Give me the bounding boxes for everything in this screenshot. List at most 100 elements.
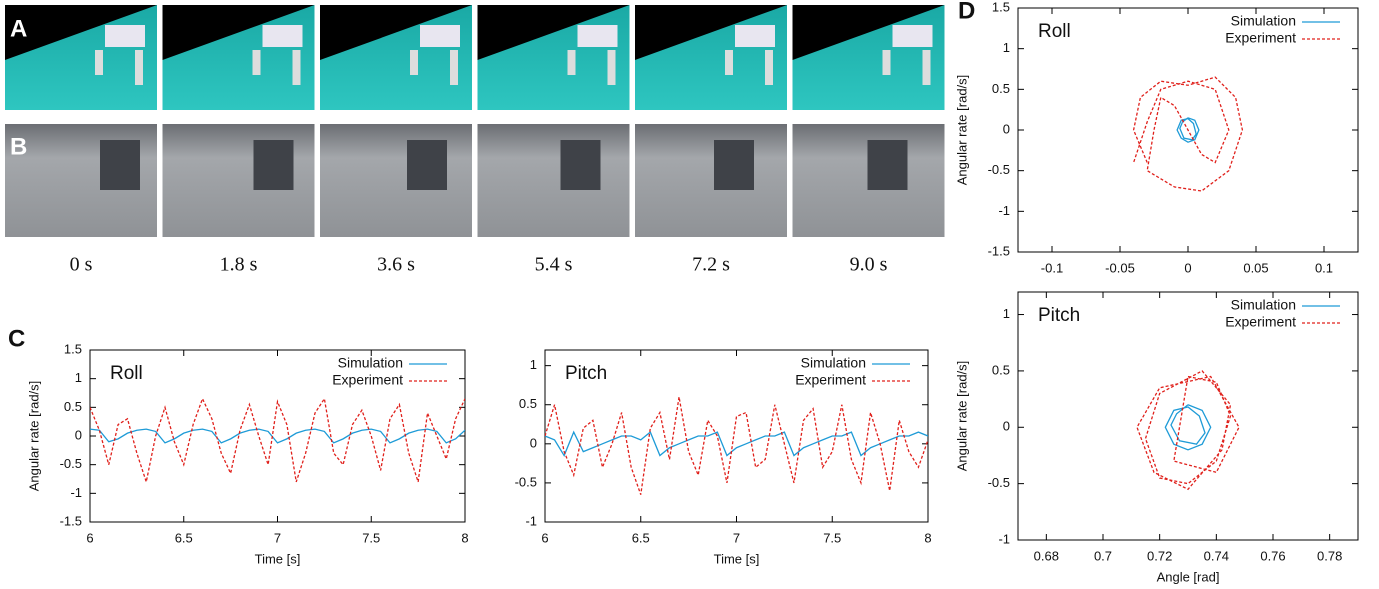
- robot-photo: [407, 140, 447, 190]
- x-tick-label: 6: [86, 530, 93, 545]
- robot-leg: [607, 50, 616, 85]
- robot-body: [105, 25, 145, 47]
- x-tick-label: 0.05: [1243, 260, 1268, 275]
- robot-body: [577, 25, 618, 47]
- robot-photo: [560, 140, 601, 190]
- x-tick-label: 0.76: [1260, 548, 1285, 563]
- legend-label: Experiment: [1225, 314, 1296, 330]
- x-tick-label: 6.5: [632, 530, 650, 545]
- y-axis-label: Angular rate [rad/s]: [954, 75, 969, 186]
- photo-frame: [635, 124, 787, 237]
- x-tick-label: 6: [541, 530, 548, 545]
- y-tick-label: 0.5: [992, 81, 1010, 96]
- legend-label: Simulation: [1231, 297, 1296, 313]
- robot-leg: [135, 50, 143, 85]
- x-tick-label: -0.05: [1105, 260, 1135, 275]
- x-tick-label: 7: [733, 530, 740, 545]
- robot-leg: [882, 50, 891, 75]
- legend-label: Experiment: [795, 372, 866, 388]
- x-axis-label: Time [s]: [255, 551, 301, 566]
- y-tick-label: 0.5: [519, 396, 537, 411]
- photo-frame: [320, 124, 472, 237]
- y-tick-label: 0.5: [64, 399, 82, 414]
- legend-label: Simulation: [1231, 13, 1296, 29]
- chart-title: Roll: [110, 363, 143, 384]
- x-tick-label: 0.1: [1315, 260, 1333, 275]
- data-line: [90, 428, 465, 444]
- y-tick-label: 0: [1003, 419, 1010, 434]
- panel-label: A: [10, 15, 27, 42]
- x-tick-label: 7: [274, 530, 281, 545]
- plot-frame: [1017, 291, 1359, 541]
- legend-label: Experiment: [332, 372, 403, 388]
- y-tick-label: 1: [530, 357, 537, 372]
- y-tick-label: -1: [998, 203, 1010, 218]
- x-tick-label: 6.5: [175, 530, 193, 545]
- frames: 0 s 1.8 s 3.6 s 5.4 s 7.2 s 9.0 s: [5, 5, 945, 276]
- y-tick-label: -1: [525, 513, 537, 528]
- robot-leg: [252, 50, 261, 75]
- y-axis-label: Angular rate [rad/s]: [26, 381, 41, 492]
- plot-frame: [89, 349, 466, 523]
- legend-label: Simulation: [801, 355, 866, 371]
- x-tick-label: 0.68: [1034, 548, 1059, 563]
- x-axis-label: Angle [rad]: [1157, 569, 1220, 584]
- legend-label: Experiment: [1225, 30, 1296, 46]
- frame-time: 5.4 s: [535, 254, 573, 276]
- y-tick-label: 1: [75, 370, 82, 385]
- data-line: [545, 430, 928, 457]
- photo-frame: [477, 124, 630, 237]
- y-tick-label: -0.5: [515, 474, 537, 489]
- x-tick-label: 0.72: [1147, 548, 1172, 563]
- robot-leg: [450, 50, 458, 85]
- legend-label: Simulation: [338, 355, 403, 371]
- y-tick-label: -1.5: [60, 513, 82, 528]
- robot-photo: [253, 140, 294, 190]
- chart-title: Roll: [1038, 21, 1071, 42]
- x-tick-label: 0: [1184, 260, 1191, 275]
- data-line: [1136, 370, 1240, 491]
- frame-time: 3.6 s: [377, 254, 415, 276]
- panel-label: B: [10, 133, 27, 160]
- robot-leg: [567, 50, 576, 75]
- y-tick-label: 1: [1003, 306, 1010, 321]
- y-tick-label: -0.5: [988, 475, 1010, 490]
- panel-label: C: [8, 325, 25, 352]
- chart-title: Pitch: [565, 363, 607, 384]
- x-tick-label: 0.78: [1317, 548, 1342, 563]
- y-tick-label: 0: [75, 427, 82, 442]
- y-tick-label: -0.5: [60, 456, 82, 471]
- x-tick-label: 8: [924, 530, 931, 545]
- y-tick-label: -1: [998, 531, 1010, 546]
- y-tick-label: -0.5: [988, 162, 1010, 177]
- x-tick-label: -0.1: [1041, 260, 1063, 275]
- y-tick-label: 0: [530, 435, 537, 450]
- frame-time: 9.0 s: [850, 254, 888, 276]
- robot-leg: [292, 50, 301, 85]
- y-tick-label: 1.5: [64, 341, 82, 356]
- x-tick-label: 7.5: [823, 530, 841, 545]
- y-tick-label: 1.5: [992, 0, 1010, 14]
- y-tick-label: -1: [70, 485, 82, 500]
- panel-label: D: [958, 0, 975, 24]
- robot-photo: [714, 140, 754, 190]
- frame-time: 0 s: [70, 254, 93, 276]
- robot-body: [735, 25, 775, 47]
- data-line: [1132, 76, 1244, 192]
- robot-leg: [410, 50, 418, 75]
- robot-photo: [867, 140, 908, 190]
- robot-leg: [765, 50, 773, 85]
- data-line: [545, 396, 928, 495]
- x-tick-label: 8: [461, 530, 468, 545]
- y-axis-label: Angular rate [rad/s]: [954, 361, 969, 472]
- robot-body: [892, 25, 933, 47]
- robot-body: [420, 25, 460, 47]
- y-tick-label: -1.5: [988, 243, 1010, 258]
- robot-photo: [100, 140, 140, 190]
- robot-body: [262, 25, 303, 47]
- data-line: [1164, 404, 1212, 451]
- data-line: [90, 396, 465, 485]
- robot-leg: [725, 50, 733, 75]
- robot-leg: [95, 50, 103, 75]
